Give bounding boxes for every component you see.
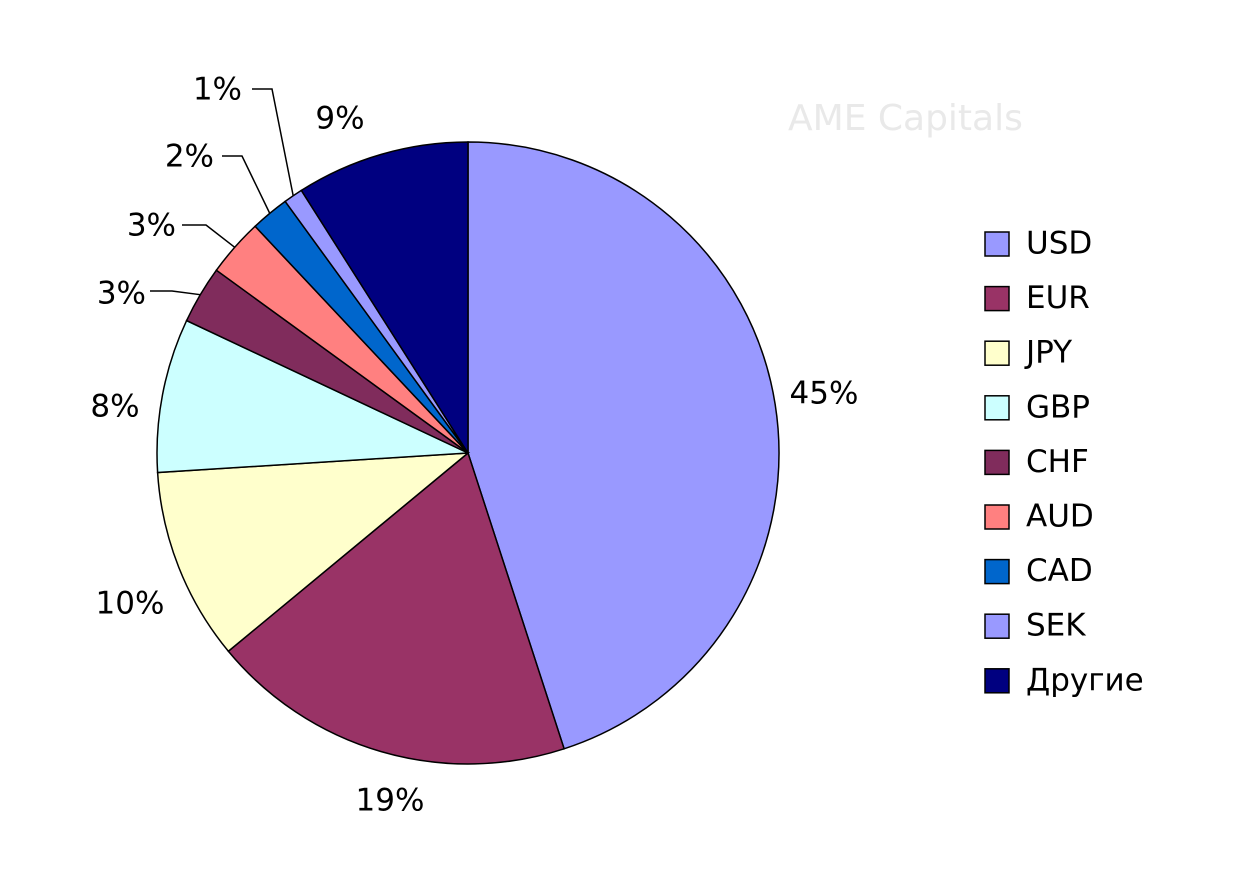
legend-label: CHF — [1026, 444, 1089, 480]
pie-slice — [300, 141, 469, 456]
legend-swatch — [984, 340, 1010, 366]
data-label: 1% — [193, 72, 242, 108]
pie-slice — [156, 452, 471, 653]
legend-swatch — [984, 285, 1010, 312]
legend-label: JPY — [1024, 335, 1072, 371]
legend-swatch — [984, 395, 1010, 421]
legend-swatch — [984, 558, 1010, 585]
pie-slice — [227, 451, 566, 765]
data-label: 45% — [790, 376, 859, 412]
legend-label: CAD — [1026, 553, 1093, 589]
leader-line — [222, 155, 271, 214]
data-label: 8% — [90, 389, 139, 425]
leader-line — [150, 290, 201, 296]
legend-label: SEK — [1026, 608, 1086, 644]
data-label: 2% — [165, 139, 214, 175]
data-label: 19% — [356, 783, 425, 819]
data-label: 10% — [96, 586, 165, 622]
pie-slice — [467, 141, 780, 750]
legend-swatch — [984, 504, 1010, 530]
data-label: 3% — [127, 208, 176, 244]
legend-swatch — [984, 668, 1010, 694]
legend-label: AUD — [1026, 499, 1094, 535]
legend-label: USD — [1026, 226, 1092, 262]
legend-swatch — [984, 613, 1010, 639]
legend-label: EUR — [1026, 280, 1090, 316]
watermark: AME Capitals — [788, 98, 1023, 139]
legend-label: Другие — [1026, 662, 1144, 698]
data-label: 9% — [315, 101, 364, 137]
legend-swatch — [984, 231, 1010, 257]
pie-slice — [156, 319, 469, 474]
leader-line — [252, 88, 294, 196]
legend-label: GBP — [1026, 389, 1090, 425]
legend-swatch — [984, 449, 1010, 476]
data-label: 3% — [97, 276, 146, 312]
leader-line — [182, 224, 236, 248]
